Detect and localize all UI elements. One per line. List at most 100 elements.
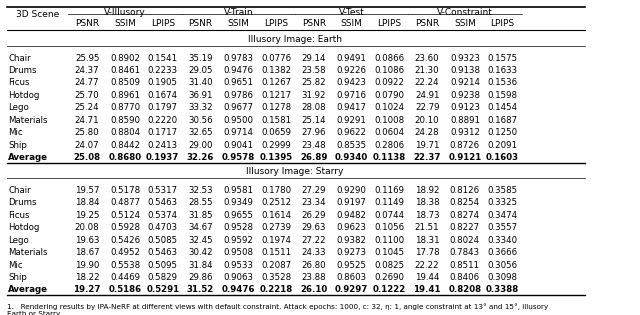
- Text: 3D Scene: 3D Scene: [16, 10, 60, 19]
- Text: 21.30: 21.30: [415, 66, 440, 75]
- Text: 0.4703: 0.4703: [148, 223, 178, 232]
- Text: Ficus: Ficus: [8, 78, 30, 87]
- Text: 0.0604: 0.0604: [374, 128, 404, 137]
- Text: Mic: Mic: [8, 128, 23, 137]
- Text: 0.0922: 0.0922: [374, 78, 404, 87]
- Text: 0.8511: 0.8511: [450, 261, 480, 270]
- Text: 23.58: 23.58: [301, 66, 326, 75]
- Text: 18.38: 18.38: [415, 198, 440, 207]
- Text: SSIM: SSIM: [454, 19, 476, 28]
- Text: 0.2999: 0.2999: [261, 140, 291, 150]
- Text: 0.3056: 0.3056: [488, 261, 518, 270]
- Text: 23.60: 23.60: [415, 54, 440, 62]
- Text: 0.2087: 0.2087: [261, 261, 291, 270]
- Text: 0.9783: 0.9783: [223, 54, 253, 62]
- Text: 0.9138: 0.9138: [450, 66, 480, 75]
- Text: 36.91: 36.91: [188, 91, 212, 100]
- Text: 0.8509: 0.8509: [110, 78, 140, 87]
- Text: 0.3340: 0.3340: [488, 236, 518, 245]
- Text: 0.3388: 0.3388: [486, 285, 519, 295]
- Text: 0.3325: 0.3325: [488, 198, 518, 207]
- Text: 0.8406: 0.8406: [450, 273, 480, 282]
- Text: 0.9578: 0.9578: [221, 153, 255, 162]
- Text: 0.1603: 0.1603: [486, 153, 519, 162]
- Text: 0.9226: 0.9226: [337, 66, 367, 75]
- Text: 0.1024: 0.1024: [374, 103, 404, 112]
- Text: 0.1454: 0.1454: [488, 103, 518, 112]
- Text: 0.9238: 0.9238: [450, 91, 480, 100]
- Text: 0.9041: 0.9041: [223, 140, 253, 150]
- Text: 0.8461: 0.8461: [110, 66, 140, 75]
- Text: 0.1217: 0.1217: [261, 91, 291, 100]
- Text: 30.42: 30.42: [188, 248, 213, 257]
- Text: 0.3666: 0.3666: [488, 248, 518, 257]
- Text: 26.10: 26.10: [300, 285, 328, 295]
- Text: 31.40: 31.40: [188, 78, 213, 87]
- Text: 32.45: 32.45: [188, 236, 213, 245]
- Text: 0.1581: 0.1581: [261, 116, 291, 125]
- Text: 31.52: 31.52: [187, 285, 214, 295]
- Text: 0.4469: 0.4469: [110, 273, 140, 282]
- Text: 0.5426: 0.5426: [110, 236, 140, 245]
- Text: 34.67: 34.67: [188, 223, 213, 232]
- Text: 0.5538: 0.5538: [110, 261, 140, 270]
- Text: 0.9528: 0.9528: [223, 223, 253, 232]
- Text: SSIM: SSIM: [340, 19, 362, 28]
- Text: 0.9581: 0.9581: [223, 186, 253, 195]
- Text: 0.5928: 0.5928: [110, 223, 140, 232]
- Text: 23.34: 23.34: [301, 198, 326, 207]
- Text: 0.5186: 0.5186: [108, 285, 141, 295]
- Text: 26.80: 26.80: [301, 261, 326, 270]
- Text: 20.08: 20.08: [75, 223, 99, 232]
- Text: 0.1633: 0.1633: [488, 66, 518, 75]
- Text: 0.9290: 0.9290: [337, 186, 367, 195]
- Text: 0.8680: 0.8680: [108, 153, 141, 162]
- Text: 19.44: 19.44: [415, 273, 440, 282]
- Text: 0.1250: 0.1250: [488, 128, 518, 137]
- Text: 0.9323: 0.9323: [450, 54, 480, 62]
- Text: 32.65: 32.65: [188, 128, 213, 137]
- Text: 18.31: 18.31: [415, 236, 440, 245]
- Text: 0.5085: 0.5085: [148, 236, 178, 245]
- Text: 0.1536: 0.1536: [488, 78, 518, 87]
- Text: 30.56: 30.56: [188, 116, 213, 125]
- Text: 0.9476: 0.9476: [221, 285, 255, 295]
- Text: 0.9214: 0.9214: [450, 78, 480, 87]
- Text: 0.9623: 0.9623: [337, 223, 367, 232]
- Text: 0.9291: 0.9291: [337, 116, 367, 125]
- Text: 0.5178: 0.5178: [110, 186, 140, 195]
- Text: 0.1138: 0.1138: [372, 153, 406, 162]
- Text: 18.73: 18.73: [415, 211, 440, 220]
- Text: 0.2233: 0.2233: [148, 66, 178, 75]
- Text: 0.9123: 0.9123: [450, 103, 480, 112]
- Text: Lego: Lego: [8, 103, 29, 112]
- Text: 26.89: 26.89: [300, 153, 328, 162]
- Text: 0.9651: 0.9651: [223, 78, 253, 87]
- Text: 0.1382: 0.1382: [261, 66, 291, 75]
- Text: 0.9197: 0.9197: [337, 198, 367, 207]
- Text: 0.8254: 0.8254: [450, 198, 480, 207]
- Text: Materials: Materials: [8, 116, 48, 125]
- Text: 0.8891: 0.8891: [450, 116, 480, 125]
- Text: LPIPS: LPIPS: [264, 19, 288, 28]
- Text: Drums: Drums: [8, 66, 37, 75]
- Text: 0.1937: 0.1937: [146, 153, 179, 162]
- Text: 22.24: 22.24: [415, 78, 440, 87]
- Text: 0.1974: 0.1974: [261, 236, 291, 245]
- Text: 0.9655: 0.9655: [223, 211, 253, 220]
- Text: Drums: Drums: [8, 198, 37, 207]
- Text: 0.9312: 0.9312: [450, 128, 480, 137]
- Text: LPIPS: LPIPS: [150, 19, 175, 28]
- Text: 0.9525: 0.9525: [337, 261, 367, 270]
- Text: 0.9340: 0.9340: [335, 153, 368, 162]
- Text: 19.57: 19.57: [75, 186, 99, 195]
- Text: 18.22: 18.22: [75, 273, 99, 282]
- Text: 31.85: 31.85: [188, 211, 213, 220]
- Text: 0.2218: 0.2218: [259, 285, 292, 295]
- Text: 0.1149: 0.1149: [374, 198, 404, 207]
- Text: 0.9592: 0.9592: [223, 236, 253, 245]
- Text: 19.27: 19.27: [74, 285, 101, 295]
- Text: Chair: Chair: [8, 186, 31, 195]
- Text: 19.25: 19.25: [75, 211, 99, 220]
- Text: V-Test: V-Test: [339, 8, 364, 17]
